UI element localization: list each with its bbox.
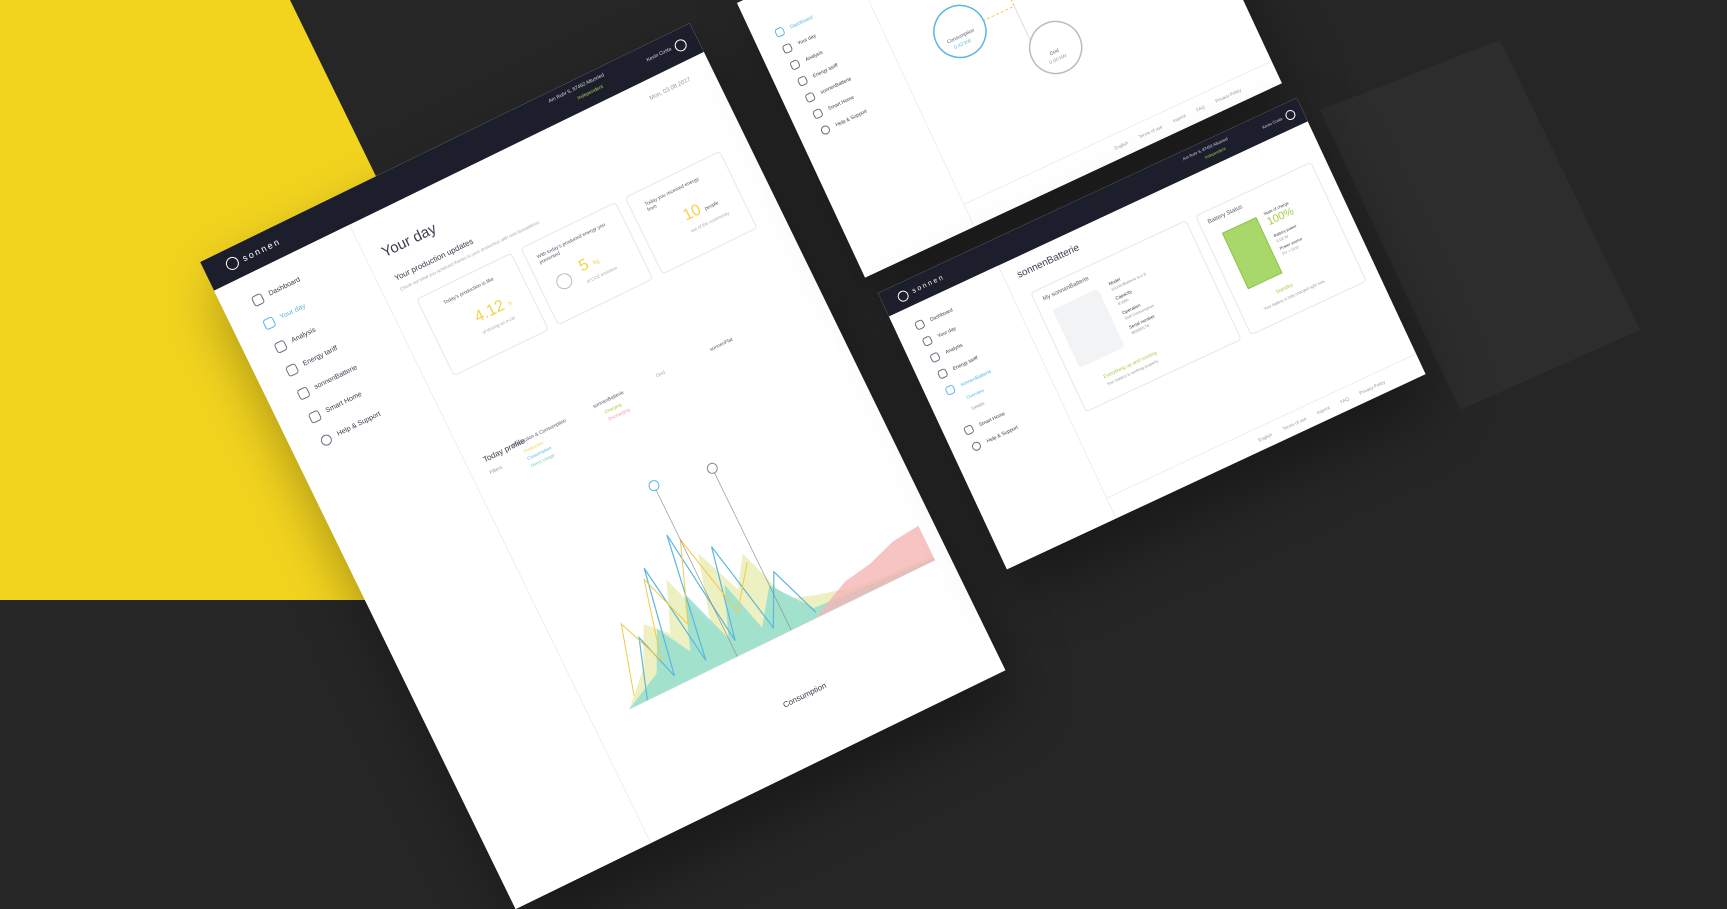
sun-icon	[553, 270, 576, 292]
logo-ring	[895, 288, 911, 304]
card-text: Today you received energy from	[643, 176, 701, 214]
update-card: Today you received energy from 10 people…	[624, 150, 758, 275]
date: Mon, 03.08.2017	[648, 76, 692, 102]
footer-link[interactable]: Privacy Policy	[1358, 378, 1386, 396]
nav-icon	[913, 318, 926, 331]
nav-label[interactable]: Your day	[936, 325, 957, 339]
nav-icon	[250, 292, 266, 308]
footer-link[interactable]: Terms of use	[1137, 123, 1164, 140]
card-text: Today's production is like	[442, 276, 495, 307]
update-card: With today's produced energy you prevent…	[520, 201, 654, 326]
nav-icon	[921, 335, 934, 348]
nav-label[interactable]: Energy tariff	[301, 344, 339, 368]
nav-label[interactable]: Your day	[796, 32, 817, 47]
section-heading: Consumption	[781, 680, 828, 710]
marker-dot	[648, 480, 660, 492]
charge-level	[1221, 216, 1283, 290]
nav-icon	[970, 440, 983, 453]
page: {"main":{"header":{"address":"Am Ruhr 5,…	[0, 0, 1640, 909]
nav-icon	[811, 107, 824, 120]
avatar[interactable]	[672, 37, 689, 54]
card-note: of CO2 emission	[585, 265, 618, 285]
filters-label: Filters	[488, 464, 504, 476]
nav-icon	[296, 386, 311, 401]
nav-label[interactable]: Analysis	[290, 326, 317, 345]
footer-link[interactable]: Privacy Policy	[1214, 86, 1242, 104]
nav-label[interactable]: Analysis	[944, 341, 964, 356]
marker-dot	[706, 462, 718, 474]
nav-label[interactable]: Your day	[279, 302, 307, 321]
nav-icon	[796, 75, 809, 88]
user-name[interactable]: Kevin Costa	[645, 46, 673, 64]
nav-icon	[273, 339, 289, 355]
nav-label[interactable]: Dashboard	[929, 306, 954, 323]
nav-icon	[819, 124, 832, 136]
nav-icon	[804, 91, 817, 104]
nav-item[interactable]: Analysis	[273, 325, 317, 355]
legend-heading[interactable]: sonnenFlat	[709, 336, 734, 353]
nav-label[interactable]: Smart Home	[978, 410, 1007, 428]
nav-icon	[319, 432, 334, 448]
grid-node	[1028, 20, 1083, 75]
nav-icon	[936, 367, 949, 380]
card-value: 10	[680, 201, 704, 225]
nav-label[interactable]: Help & Support	[834, 108, 868, 128]
nav-label[interactable]: Smart Home	[827, 94, 855, 112]
card-unit: people	[703, 200, 720, 212]
nav-label[interactable]: Smart Home	[324, 390, 364, 415]
footer-link[interactable]: English	[1113, 139, 1129, 151]
flow-screen: Dashboard Your day Analysis Energy tarif…	[737, 0, 1282, 278]
nav-label[interactable]: sonnenBatterie	[819, 75, 853, 96]
nav-label[interactable]: Analysis	[804, 49, 824, 63]
card-unit: h	[507, 300, 514, 308]
page-title: Your day	[379, 220, 440, 262]
logo-text: sonnen	[240, 235, 283, 263]
nav-label[interactable]: Help & Support	[336, 410, 382, 438]
footer-link[interactable]: FAQ	[1195, 103, 1206, 113]
nav-item[interactable]: Your day	[262, 301, 308, 331]
subnav-label[interactable]: Details	[970, 400, 986, 412]
footer-link[interactable]: Imprint	[1171, 112, 1187, 124]
avatar[interactable]	[1283, 108, 1298, 122]
nav-label[interactable]: Dashboard	[788, 14, 814, 30]
user-name[interactable]: Kevin Costa	[1261, 116, 1284, 130]
nav-item[interactable]: Dashboard	[250, 274, 303, 308]
card-heading: Battery Status	[1207, 204, 1244, 226]
nav-icon	[284, 362, 300, 378]
footer-link[interactable]: Imprint	[1315, 404, 1331, 415]
logo-ring	[223, 254, 242, 273]
card-unit: kg	[592, 258, 601, 267]
nav-icon	[262, 315, 277, 331]
nav-icon	[773, 26, 786, 39]
nav-icon	[944, 384, 957, 397]
consumption-node	[933, 4, 987, 59]
footer-link[interactable]: FAQ	[1339, 395, 1350, 405]
nav-icon	[307, 409, 323, 425]
nav-label[interactable]: Help & Support	[985, 424, 1019, 445]
nav-label[interactable]: Dashboard	[267, 276, 302, 298]
energy-flow	[933, 0, 1083, 75]
nav-icon	[781, 42, 794, 55]
nav-label[interactable]: Energy tariff	[951, 354, 979, 372]
nav-icon	[929, 351, 942, 364]
flow-line	[1013, 5, 1032, 43]
discharging-area	[817, 525, 935, 617]
nav-label[interactable]: sonnenBatterie	[313, 364, 359, 392]
nav-icon	[962, 423, 975, 436]
nav-icon	[789, 58, 802, 71]
mode-note: Your battery is fully charged right now.	[1262, 278, 1327, 312]
nav-label[interactable]: sonnenBatterie	[959, 368, 993, 388]
shadow-shape	[1320, 40, 1640, 410]
footer-link[interactable]: Terms of use	[1281, 415, 1308, 431]
legend-heading[interactable]: Grid	[655, 369, 667, 380]
footer-link[interactable]: English	[1257, 431, 1273, 443]
card-value: 5	[576, 255, 592, 276]
battery-image	[1052, 288, 1125, 368]
subnav-label[interactable]: Overview	[965, 387, 985, 401]
nav-label[interactable]: Energy tariff	[811, 62, 839, 79]
